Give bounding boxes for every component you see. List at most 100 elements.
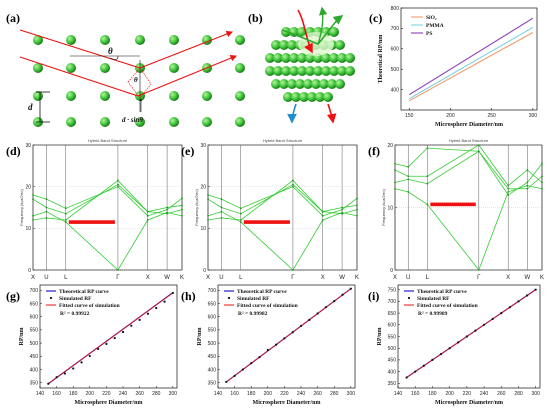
x-tick-label: 180 <box>247 391 256 397</box>
band-point <box>321 210 324 213</box>
lattice-sphere <box>66 63 76 73</box>
panel-label-a: (a) <box>6 11 20 25</box>
lattice-sphere <box>169 35 179 45</box>
band-point <box>117 185 119 188</box>
band-line <box>207 184 358 215</box>
band-point <box>292 269 294 271</box>
series-line-2 <box>408 17 534 96</box>
y-tick-label: 20 <box>387 143 393 149</box>
data-point <box>491 317 494 321</box>
cluster-sphere <box>289 53 299 63</box>
legend-swatch <box>227 296 231 300</box>
y-tick-label: 500 <box>208 341 217 347</box>
x-axis-label: Microsphere Diameter/nm <box>435 400 503 406</box>
chart-d: Hybrid Band Structure X U L Γ X W K 0 10 20 30 Frequ… <box>19 138 184 281</box>
y-tick-label: 350 <box>208 381 217 387</box>
data-point <box>283 337 286 340</box>
lattice-sphere <box>135 35 145 45</box>
legend-entry: Simulated RF <box>237 296 270 302</box>
lattice-sphere <box>235 63 245 73</box>
panel-label-d: (d) <box>6 144 21 158</box>
y-tick-label: 0 <box>390 268 393 274</box>
band-point <box>356 204 358 207</box>
cluster-sphere <box>273 53 283 63</box>
lattice-sphere <box>100 117 110 127</box>
band-point <box>220 198 223 201</box>
band-point <box>32 194 34 196</box>
y-tick-label: 20 <box>25 184 31 190</box>
cluster-sphere <box>307 92 317 102</box>
y-tick-label: 750 <box>388 287 397 293</box>
y-axis-label: Frequency (k₀a/2πc) <box>381 189 386 226</box>
data-point <box>414 370 417 373</box>
x-tick-label: 220 <box>463 391 472 397</box>
reflected-ray-1 <box>139 30 234 69</box>
band-point <box>426 147 429 150</box>
cluster-sphere <box>297 66 307 76</box>
legend-entry: Fitted curve of simulation <box>59 303 120 309</box>
data-point <box>233 374 236 377</box>
data-point <box>482 323 486 326</box>
lattice-sphere <box>235 117 245 127</box>
transmitted-blue-arrow <box>287 103 297 124</box>
band-point <box>239 212 242 215</box>
lattice-sphere <box>235 91 245 101</box>
band-point <box>407 190 410 193</box>
data-point <box>333 300 336 303</box>
data-point <box>63 372 67 375</box>
y-tick-label: 500 <box>30 341 39 347</box>
lattice-sphere <box>100 63 110 73</box>
x-tick-label: 200 <box>445 391 454 397</box>
band-point <box>341 206 343 209</box>
cluster-sphere <box>313 66 323 76</box>
panel-label-h: (h) <box>181 289 196 303</box>
data-point <box>341 293 344 296</box>
cluster-sphere <box>273 66 283 76</box>
cluster-sphere <box>291 92 301 102</box>
y-tick-label: 450 <box>30 354 39 360</box>
x-tick-label: 300 <box>532 391 541 397</box>
k-point-label: L <box>239 275 243 281</box>
data-point <box>250 362 253 365</box>
band-point <box>507 194 510 196</box>
y-tick-label: 700 <box>30 288 39 294</box>
legend-entry: PMMA <box>426 23 444 29</box>
k-point-label: U <box>219 275 223 281</box>
cluster-sphere <box>321 66 331 76</box>
band-point <box>146 214 149 217</box>
fit-line <box>406 289 536 378</box>
x-tick-label: 260 <box>135 391 144 397</box>
angle-arc <box>109 55 119 60</box>
data-point <box>241 368 245 371</box>
band-point <box>207 219 209 221</box>
band-point <box>526 184 529 187</box>
cluster-sphere <box>345 53 355 63</box>
lattice-sphere <box>33 35 43 45</box>
band-point <box>239 219 242 221</box>
k-point-label: X <box>146 275 150 281</box>
legend-swatch <box>407 296 411 300</box>
legend-entry: Theoretical RP curve <box>417 289 467 295</box>
band-point <box>407 175 410 178</box>
lattice-sphere <box>66 35 76 45</box>
chart-c: 150 200 250 300 400 500 600 700 800 Microsphere D… <box>378 6 538 128</box>
band-point <box>541 162 543 165</box>
y-tick-label: 30 <box>200 143 206 149</box>
band-point <box>507 187 510 190</box>
data-point <box>163 300 166 303</box>
legend-entry: Fitted curve of simulation <box>237 303 298 309</box>
k-point-label: L <box>426 275 430 281</box>
chart-title: Hybrid Band Structure <box>449 138 489 143</box>
lattice-sphere <box>169 91 179 101</box>
y-tick-label: 30 <box>25 143 31 149</box>
panel-label-i: (i) <box>368 289 379 303</box>
y-tick-label: 600 <box>391 47 400 53</box>
panel-label-f: (f) <box>368 144 380 158</box>
cluster-sphere <box>297 53 307 63</box>
series-line-1 <box>408 26 534 100</box>
plot-area-c <box>400 7 538 111</box>
chart-e: Hybrid Band Structure X U L Γ X W K 0 10 20 30 Frequ… <box>194 138 359 281</box>
x-tick-label: 260 <box>497 391 506 397</box>
cluster-sphere <box>287 79 297 89</box>
cluster-sphere <box>329 66 339 76</box>
